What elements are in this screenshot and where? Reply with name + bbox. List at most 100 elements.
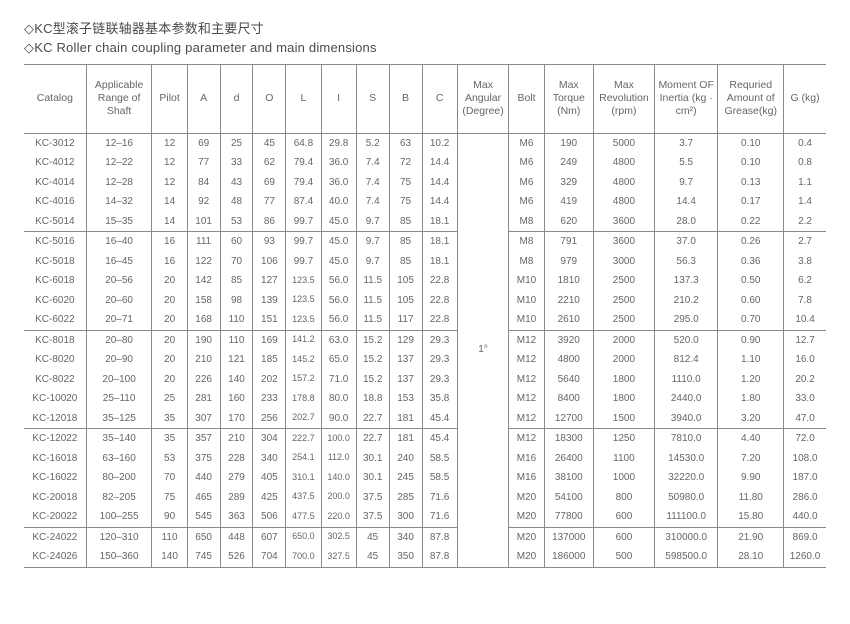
cell: 800 — [593, 488, 654, 508]
col-header-pilot: Pilot — [152, 64, 187, 133]
cell: 500 — [593, 547, 654, 567]
cell: 12 — [152, 133, 187, 153]
cell: 1.4 — [784, 192, 826, 212]
cell: 110 — [220, 330, 253, 350]
cell: KC-5016 — [24, 232, 86, 252]
cell: 72.0 — [784, 429, 826, 449]
cell: 1800 — [593, 370, 654, 390]
cell: 7.20 — [718, 449, 784, 469]
cell: 21.90 — [718, 527, 784, 547]
cell: 440 — [187, 468, 220, 488]
cell: 190 — [187, 330, 220, 350]
cell: 45 — [356, 547, 389, 567]
cell: 37.0 — [654, 232, 717, 252]
cell: 437.5 — [286, 488, 321, 508]
cell: 281 — [187, 389, 220, 409]
cell: 20.2 — [784, 370, 826, 390]
cell: M8 — [509, 252, 544, 272]
table-row: KC-1002025–11025281160233178.880.018.815… — [24, 389, 826, 409]
cell: 72 — [389, 153, 422, 173]
cell: 650 — [187, 527, 220, 547]
cell: 106 — [253, 252, 286, 272]
cell: 79.4 — [286, 173, 321, 193]
cell: 0.60 — [718, 291, 784, 311]
cell: 22.7 — [356, 409, 389, 429]
cell: 63.0 — [321, 330, 356, 350]
cell: 11.5 — [356, 291, 389, 311]
cell: 65.0 — [321, 350, 356, 370]
table-row: KC-1601863–16053375228340254.1112.030.12… — [24, 449, 826, 469]
cell: 307 — [187, 409, 220, 429]
cell: 620 — [544, 212, 593, 232]
cell: 300 — [389, 507, 422, 527]
cell: 14 — [152, 212, 187, 232]
col-header-I: I — [321, 64, 356, 133]
cell: 99.7 — [286, 212, 321, 232]
cell: 16.0 — [784, 350, 826, 370]
cell: KC-6022 — [24, 310, 86, 330]
cell: 220.0 — [321, 507, 356, 527]
cell: 18.8 — [356, 389, 389, 409]
cell: KC-4016 — [24, 192, 86, 212]
cell: 98 — [220, 291, 253, 311]
cell: 32220.0 — [654, 468, 717, 488]
table-row: KC-2001882–20575465289425437.5200.037.52… — [24, 488, 826, 508]
cell: M12 — [509, 330, 544, 350]
cell: 1260.0 — [784, 547, 826, 567]
col-header-rev: Max Revolution (rpm) — [593, 64, 654, 133]
cell: 2500 — [593, 271, 654, 291]
cell: 7810.0 — [654, 429, 717, 449]
cell: 79.4 — [286, 153, 321, 173]
cell: M20 — [509, 527, 544, 547]
cell: 210.2 — [654, 291, 717, 311]
cell: 145.2 — [286, 350, 321, 370]
table-row: KC-401212–221277336279.436.07.47214.4M62… — [24, 153, 826, 173]
cell: 29.3 — [422, 330, 457, 350]
cell: M12 — [509, 370, 544, 390]
cell: 700.0 — [286, 547, 321, 567]
cell: 190 — [544, 133, 593, 153]
cell: KC-20022 — [24, 507, 86, 527]
cell: 233 — [253, 389, 286, 409]
cell: 10.4 — [784, 310, 826, 330]
cell: 2000 — [593, 330, 654, 350]
cell: 45.0 — [321, 212, 356, 232]
cell: 0.70 — [718, 310, 784, 330]
cell: 363 — [220, 507, 253, 527]
cell: 70 — [152, 468, 187, 488]
cell: 29.8 — [321, 133, 356, 153]
cell: M16 — [509, 449, 544, 469]
cell: 137 — [389, 370, 422, 390]
table-row: KC-501816–45161227010699.745.09.78518.1M… — [24, 252, 826, 272]
cell: 160 — [220, 389, 253, 409]
cell: 16 — [152, 232, 187, 252]
col-header-angular: Max Angular (Degree) — [457, 64, 509, 133]
cell: 12–16 — [86, 133, 152, 153]
cell: 25–110 — [86, 389, 152, 409]
cell: 18.1 — [422, 232, 457, 252]
cell: KC-12022 — [24, 429, 86, 449]
cell: 20–100 — [86, 370, 152, 390]
cell: 77800 — [544, 507, 593, 527]
cell: 140 — [220, 370, 253, 390]
cell: 186000 — [544, 547, 593, 567]
cell: 28.0 — [654, 212, 717, 232]
cell: 256 — [253, 409, 286, 429]
cell: 33.0 — [784, 389, 826, 409]
cell: 12.7 — [784, 330, 826, 350]
cell: 54100 — [544, 488, 593, 508]
cell: KC-8018 — [24, 330, 86, 350]
cell: 112.0 — [321, 449, 356, 469]
cell: 2.7 — [784, 232, 826, 252]
cell: 137.3 — [654, 271, 717, 291]
cell: 7.4 — [356, 173, 389, 193]
cell: 7.8 — [784, 291, 826, 311]
cell: 0.10 — [718, 133, 784, 153]
cell: 60 — [220, 232, 253, 252]
table-row: KC-24026150–360140745526704700.0327.5453… — [24, 547, 826, 567]
cell: 3.20 — [718, 409, 784, 429]
cell: 0.90 — [718, 330, 784, 350]
cell: 286.0 — [784, 488, 826, 508]
cell: 151 — [253, 310, 286, 330]
cell: 340 — [253, 449, 286, 469]
